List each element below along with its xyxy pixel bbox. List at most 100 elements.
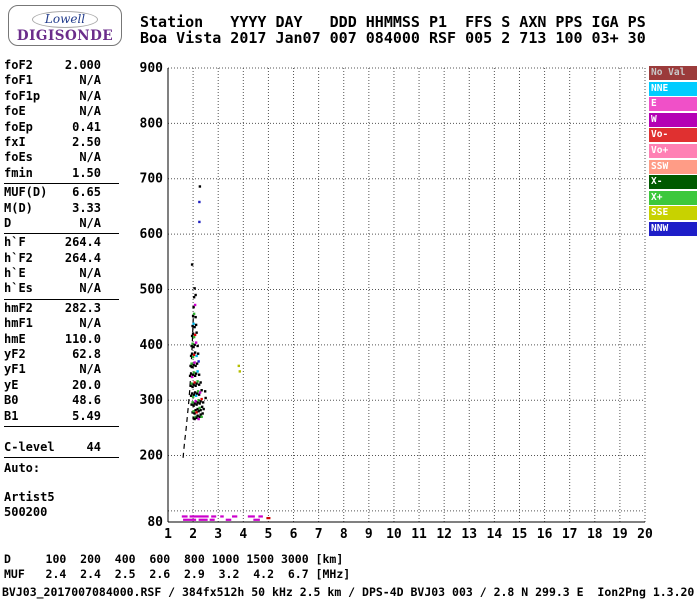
- param-value: 5.49: [72, 408, 101, 423]
- svg-text:500: 500: [140, 282, 164, 297]
- logo-digisonde-text: DIGISONDE: [16, 28, 114, 44]
- param-value: 1.50: [72, 165, 101, 180]
- param-row-foe: foE N/A: [4, 104, 119, 119]
- svg-text:9: 9: [365, 527, 373, 542]
- dmuf-table: D 100 200 400 600 800 1000 1500 3000 [km…: [4, 552, 350, 582]
- svg-text:16: 16: [537, 527, 553, 542]
- param-row-d: D N/A: [4, 216, 119, 231]
- param-value: N/A: [79, 362, 101, 377]
- param-label: C-level: [4, 439, 55, 454]
- param-row-clevel: C-level 44: [4, 440, 119, 455]
- param-label: fxI: [4, 134, 26, 149]
- svg-text:14: 14: [487, 527, 503, 542]
- param-row-hme: hmE 110.0: [4, 332, 119, 347]
- legend-item-x+: X+: [649, 190, 697, 205]
- svg-text:13: 13: [461, 527, 477, 542]
- svg-text:11: 11: [411, 527, 427, 542]
- legend-item-e: E: [649, 97, 697, 112]
- status-line: BVJ03_2017007084000.RSF / 384fx512h 50 k…: [2, 585, 695, 599]
- ionogram-plot: 1 2 3 4 5 6 7 8 9 10 11 12 13 14 15 16 17 18 19 20802003004…: [140, 61, 653, 542]
- svg-text:200: 200: [140, 449, 164, 464]
- param-group: C-level 44: [4, 427, 119, 459]
- autoscaler-name: Artist5: [4, 489, 55, 504]
- logo-lowell-text: Lowell: [31, 11, 99, 28]
- param-label: yF1: [4, 362, 26, 377]
- param-group: MUF(D) 6.65 M(D) 3.33 D N/A: [4, 184, 119, 235]
- svg-text:6: 6: [290, 527, 298, 542]
- param-value: 48.6: [72, 393, 101, 408]
- scaled-parameters-panel: foF2 2.000 foF1 N/A foF1p N/A foE N/A foEp 0.41 fx…: [4, 57, 119, 521]
- param-label: hmE: [4, 331, 26, 346]
- svg-text:7: 7: [315, 527, 323, 542]
- svg-text:2: 2: [189, 527, 197, 542]
- svg-text:600: 600: [140, 227, 164, 242]
- svg-text:17: 17: [562, 527, 578, 542]
- legend-item-ssw: SSW: [649, 159, 697, 174]
- param-row-fof1: foF1 N/A: [4, 73, 119, 88]
- param-label: foE: [4, 104, 26, 119]
- param-value: N/A: [79, 281, 101, 296]
- param-row-hes: h`Es N/A: [4, 281, 119, 296]
- svg-text:20: 20: [637, 527, 653, 542]
- muf-row: MUF 2.4 2.4 2.5 2.6 2.9 3.2 4.2 6.7 [MHz…: [4, 567, 351, 581]
- svg-text:12: 12: [436, 527, 452, 542]
- param-label: h`E: [4, 266, 26, 281]
- svg-text:15: 15: [512, 527, 528, 542]
- station-header-fields: Station YYYY DAY DDD HHMMSS P1 FFS S AXN…: [140, 13, 646, 31]
- param-value: 3.33: [72, 200, 101, 215]
- lowell-digisonde-logo: Lowell DIGISONDE: [8, 5, 122, 46]
- svg-text:1: 1: [164, 527, 172, 542]
- legend-item-sse: SSE: [649, 206, 697, 221]
- param-value: N/A: [79, 215, 101, 230]
- param-label: fmin: [4, 165, 33, 180]
- param-label: foF2: [4, 58, 33, 72]
- param-row-b0: B0 48.6: [4, 393, 119, 408]
- param-row-foes: foEs N/A: [4, 150, 119, 165]
- legend-item-vo-: Vo-: [649, 128, 697, 143]
- param-label: yE: [4, 377, 19, 392]
- legend-item-no-val: No Val: [649, 66, 697, 80]
- param-label: B1: [4, 408, 19, 423]
- param-group: foF2 2.000 foF1 N/A foF1p N/A foE N/A foEp 0.41 fx…: [4, 57, 119, 185]
- param-groups: foF2 2.000 foF1 N/A foF1p N/A foE N/A foEp 0.41 fx…: [4, 57, 119, 459]
- param-row-he: h`E N/A: [4, 266, 119, 281]
- param-value: 264.4: [64, 250, 101, 265]
- param-value: 62.8: [72, 347, 101, 362]
- param-footer: Auto: Artist5 500200: [4, 458, 119, 520]
- param-row-md: M(D) 3.33: [4, 201, 119, 216]
- param-label: M(D): [4, 200, 33, 215]
- param-row-hmf2: hmF2 282.3: [4, 301, 119, 316]
- param-label: yF2: [4, 347, 26, 362]
- param-label: h`F: [4, 235, 26, 250]
- station-header-values: Boa Vista 2017 Jan07 007 084000 RSF 005 …: [140, 29, 646, 47]
- param-row-mufd: MUF(D) 6.65: [4, 185, 119, 200]
- param-value: 20.0: [72, 377, 101, 392]
- param-label: hmF2: [4, 300, 33, 315]
- svg-text:400: 400: [140, 338, 164, 353]
- param-value: 2.50: [72, 134, 101, 149]
- param-row-b1: B1 5.49: [4, 409, 119, 424]
- param-label: h`Es: [4, 281, 33, 296]
- param-value: 2.000: [64, 58, 101, 72]
- distance-row: D 100 200 400 600 800 1000 1500 3000 [km…: [4, 552, 344, 566]
- svg-text:19: 19: [612, 527, 628, 542]
- svg-text:8: 8: [340, 527, 348, 542]
- param-value: N/A: [79, 73, 101, 88]
- svg-text:3: 3: [214, 527, 222, 542]
- param-value: N/A: [79, 266, 101, 281]
- param-value: 6.65: [72, 185, 101, 200]
- param-label: B0: [4, 393, 19, 408]
- param-value: 44: [86, 439, 101, 454]
- param-group: h`F 264.4 h`F2 264.4 h`E N/A h`Es N/A: [4, 234, 119, 300]
- legend-item-x-: X-: [649, 175, 697, 190]
- param-value: N/A: [79, 104, 101, 119]
- param-value: N/A: [79, 150, 101, 165]
- svg-text:80: 80: [147, 515, 163, 530]
- legend-item-vo+: Vo+: [649, 143, 697, 158]
- param-value: 0.41: [72, 119, 101, 134]
- param-label: h`F2: [4, 250, 33, 265]
- footer-gap: [4, 477, 119, 490]
- param-row-fmin: fmin 1.50: [4, 166, 119, 181]
- param-row-yf2: yF2 62.8: [4, 347, 119, 362]
- param-label: MUF(D): [4, 185, 48, 200]
